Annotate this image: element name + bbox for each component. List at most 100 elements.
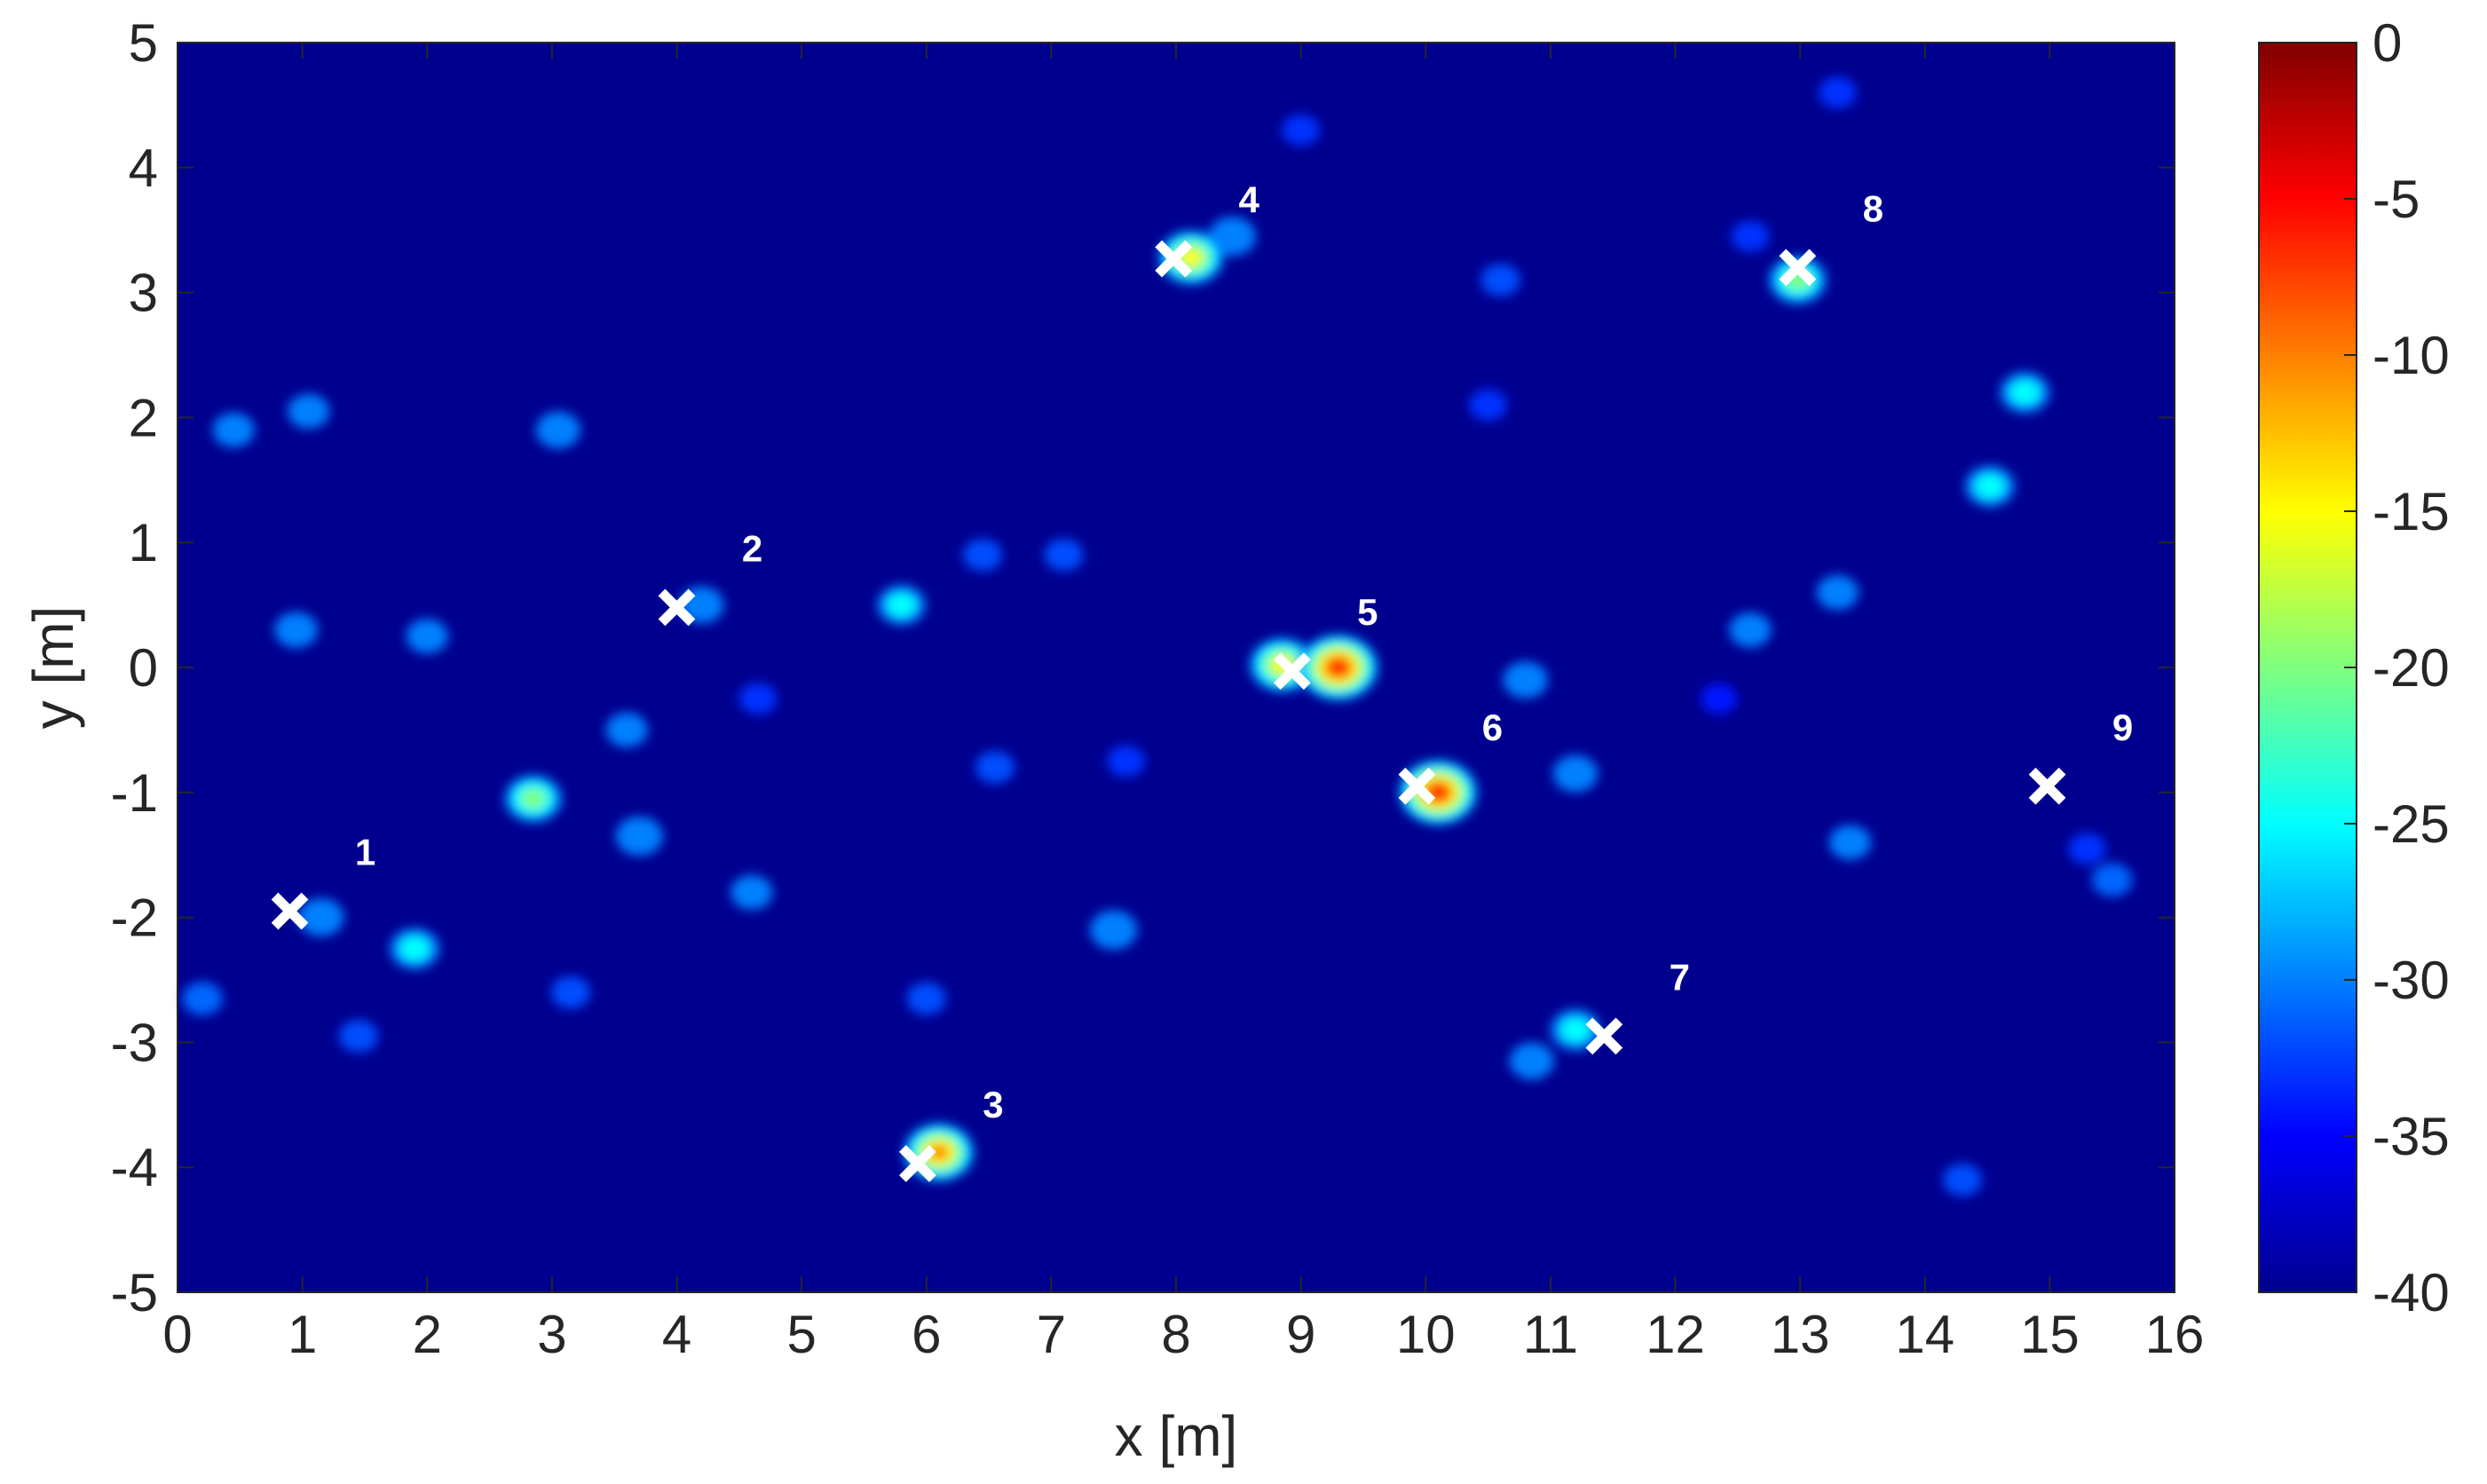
hotspot-9 bbox=[1550, 1009, 1601, 1051]
hotspot-22 bbox=[274, 612, 318, 648]
x-tick-label: 12 bbox=[1646, 1305, 1705, 1364]
hotspot-48 bbox=[1107, 745, 1146, 778]
x-tick-label: 7 bbox=[1037, 1305, 1066, 1364]
y-tick-label: 0 bbox=[129, 638, 158, 698]
y-axis-label: y [m] bbox=[21, 606, 85, 730]
x-tick-label: 11 bbox=[1523, 1305, 1578, 1364]
hotspot-18 bbox=[1090, 910, 1138, 950]
hotspot-38 bbox=[1469, 389, 1507, 421]
x-tick-label: 9 bbox=[1286, 1305, 1315, 1364]
hotspot-36 bbox=[1044, 539, 1084, 572]
x-tick-label: 2 bbox=[413, 1305, 442, 1364]
y-tick-label: -2 bbox=[111, 888, 158, 948]
colorbar-ticks: 0 -5 -10 -15 -20 -25 -30 -35 -40 bbox=[2344, 13, 2450, 1322]
x-tick-label: 1 bbox=[288, 1305, 317, 1364]
colorbar: 0 -5 -10 -15 -20 -25 -30 -35 -40 bbox=[2258, 13, 2450, 1322]
hotspot-17 bbox=[535, 411, 580, 449]
hotspot-46 bbox=[738, 683, 778, 714]
x-tick-label: 10 bbox=[1396, 1305, 1456, 1364]
plot-area: 1 2 3 4 5 6 7 8 9 bbox=[177, 42, 2175, 1293]
hotspot-7 bbox=[1298, 634, 1379, 701]
x-tick-label: 16 bbox=[2145, 1305, 2205, 1364]
hotspot-23 bbox=[212, 413, 255, 447]
colorbar-tick-label: -10 bbox=[2373, 326, 2450, 385]
markers-layer: 1 2 3 4 5 6 7 8 9 bbox=[271, 179, 2133, 1182]
hotspot-24 bbox=[288, 393, 330, 429]
colorbar-tick-label: -5 bbox=[2373, 170, 2420, 229]
hotspot-33 bbox=[338, 1020, 378, 1053]
colorbar-tick-label: -25 bbox=[2373, 794, 2450, 854]
colorbar-tick-label: -20 bbox=[2373, 638, 2450, 698]
hotspot-21 bbox=[1509, 1042, 1554, 1080]
y-tick-label: 3 bbox=[129, 264, 158, 323]
hotspot-14 bbox=[1964, 465, 2015, 508]
y-tick-label: -1 bbox=[111, 763, 158, 823]
target-marker-3 bbox=[899, 1145, 936, 1182]
hotspot-40 bbox=[1942, 1164, 1983, 1196]
hotspot-26 bbox=[406, 619, 448, 654]
target-label-9: 9 bbox=[2112, 706, 2133, 748]
hotspot-25 bbox=[730, 874, 773, 910]
hotspot-13 bbox=[2000, 372, 2050, 414]
target-marker-8 bbox=[1779, 249, 1817, 287]
hotspot-32 bbox=[182, 982, 223, 1015]
x-tick-label: 14 bbox=[1895, 1305, 1954, 1364]
target-marker-2 bbox=[658, 588, 696, 627]
target-label-1: 1 bbox=[355, 832, 375, 873]
hotspot-34 bbox=[975, 751, 1015, 784]
hotspot-12 bbox=[877, 585, 926, 626]
x-tick-label: 5 bbox=[786, 1305, 816, 1364]
heatmap-background bbox=[178, 43, 2175, 1292]
y-tick-label: -3 bbox=[111, 1013, 158, 1072]
hotspot-37 bbox=[1480, 264, 1520, 296]
target-marker-9 bbox=[2028, 767, 2066, 805]
target-label-2: 2 bbox=[742, 527, 762, 569]
target-marker-7 bbox=[1585, 1017, 1623, 1055]
hotspot-16 bbox=[615, 817, 663, 856]
colorbar-gradient bbox=[2259, 43, 2357, 1292]
x-axis: 0 1 2 3 4 5 6 7 8 9 10 11 12 13 14 15 16 bbox=[162, 43, 2204, 1364]
hotspot-27 bbox=[605, 712, 648, 747]
hotspot-43 bbox=[550, 975, 591, 1009]
hotspot-44 bbox=[1282, 114, 1320, 146]
colorbar-tick-label: -35 bbox=[2373, 1107, 2450, 1166]
hotspot-11 bbox=[504, 774, 563, 823]
hotspot-28 bbox=[1828, 825, 1871, 860]
target-marker-5 bbox=[1273, 652, 1311, 691]
hotspot-4 bbox=[1157, 230, 1224, 285]
hotspot-19 bbox=[1503, 661, 1548, 699]
target-label-8: 8 bbox=[1863, 187, 1883, 229]
colorbar-tick-label: -15 bbox=[2373, 482, 2450, 541]
hotspot-39 bbox=[1731, 220, 1770, 252]
x-tick-label: 4 bbox=[662, 1305, 691, 1364]
hotspot-29 bbox=[1816, 575, 1859, 610]
y-tick-label: 1 bbox=[129, 513, 158, 572]
x-axis-label: x [m] bbox=[1115, 1404, 1238, 1468]
target-label-4: 4 bbox=[1239, 179, 1260, 221]
hotspot-1 bbox=[297, 898, 344, 936]
hotspot-42 bbox=[906, 982, 946, 1015]
colorbar-tick-label: 0 bbox=[2373, 13, 2402, 73]
hotspot-20 bbox=[1552, 754, 1599, 793]
y-tick-label: 4 bbox=[129, 138, 158, 198]
x-tick-label: 0 bbox=[162, 1305, 192, 1364]
hotspot-41 bbox=[2068, 833, 2106, 864]
hotspot-45 bbox=[1818, 76, 1857, 108]
colorbar-tick-label: -40 bbox=[2373, 1263, 2450, 1322]
y-tick-label: -4 bbox=[111, 1138, 158, 1197]
target-label-7: 7 bbox=[1670, 956, 1690, 998]
hotspot-15 bbox=[390, 928, 440, 969]
hotspot-31 bbox=[2091, 863, 2133, 897]
y-axis: 5 4 3 2 1 0 -1 -2 -3 -4 -5 bbox=[111, 13, 2175, 1322]
hotspot-5 bbox=[1208, 217, 1256, 257]
y-tick-label: 2 bbox=[129, 388, 158, 447]
x-tick-label: 6 bbox=[912, 1305, 941, 1364]
x-tick-label: 3 bbox=[537, 1305, 566, 1364]
hotspot-47 bbox=[1701, 683, 1738, 714]
target-marker-4 bbox=[1155, 240, 1193, 278]
x-tick-label: 15 bbox=[2020, 1305, 2080, 1364]
colorbar-tick-label: -30 bbox=[2373, 951, 2450, 1010]
target-label-6: 6 bbox=[1482, 706, 1503, 748]
y-tick-label: -5 bbox=[111, 1263, 158, 1322]
